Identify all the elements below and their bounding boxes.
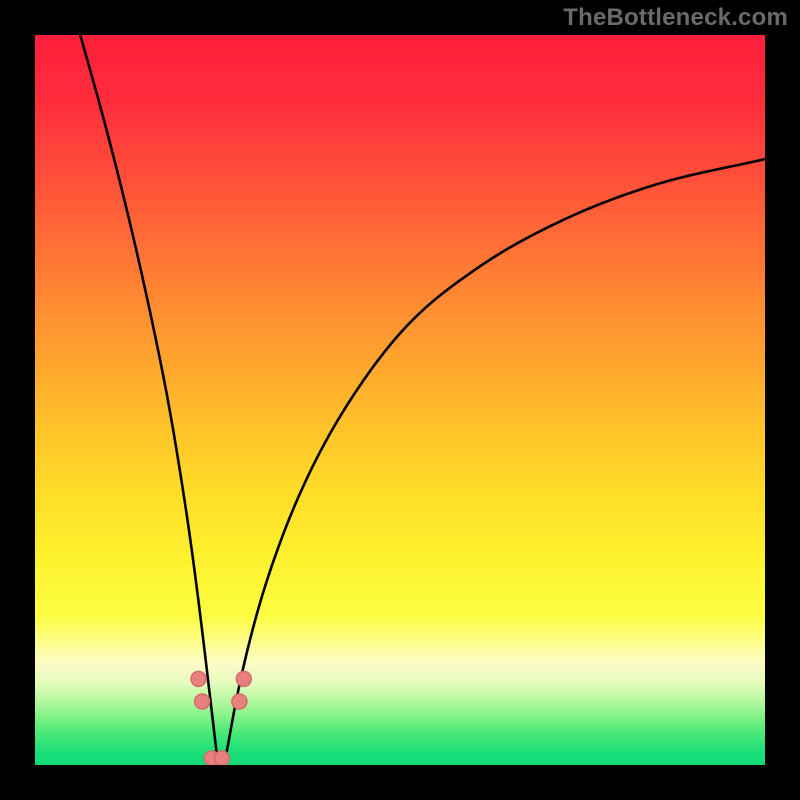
plot-background xyxy=(35,35,765,765)
data-marker xyxy=(232,694,247,709)
data-marker xyxy=(214,751,229,766)
data-marker xyxy=(191,671,206,686)
chart-stage: TheBottleneck.com xyxy=(0,0,800,800)
watermark-text: TheBottleneck.com xyxy=(563,4,788,32)
chart-svg xyxy=(0,0,800,800)
data-marker xyxy=(195,694,210,709)
data-marker xyxy=(236,671,251,686)
